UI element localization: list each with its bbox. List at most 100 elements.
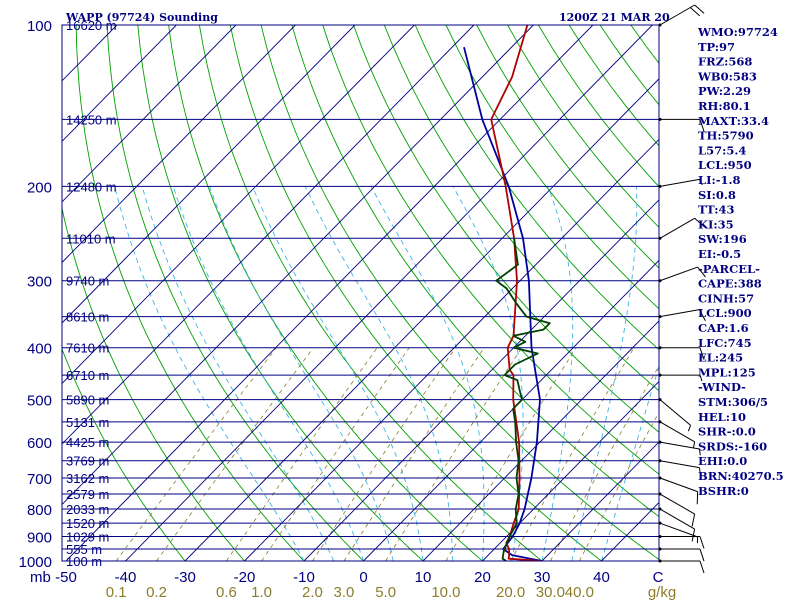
wind-barb-station [658,315,662,319]
temperature-tick-label: -10 [293,569,315,586]
index-item: MPL:125 [698,365,756,379]
index-item: EHI:0.0 [698,454,747,468]
wind-barb-station [658,420,662,424]
height-label: 100 m [66,554,102,569]
wind-barb [658,373,703,382]
wind-barb-station [658,184,662,188]
mixing-ratio-tick-label: 0.1 [106,584,127,600]
height-label: 8610 m [66,310,109,325]
adiabat-lines [62,25,659,561]
wind-barb-station [658,398,662,402]
isotherm-line [62,25,415,385]
mixing-ratio-tick-label: 0.2 [146,584,167,600]
wind-barb [658,346,705,360]
wind-barb-flag [689,7,701,17]
index-item: LCL:900 [698,306,752,320]
wind-barb-shaft [659,508,695,530]
isotherm-line [482,380,659,561]
wind-barb-half-flag [687,425,692,432]
dry-adiabat [168,25,484,561]
moist-adiabat [252,186,424,561]
temperature-tick-label: 30 [534,569,551,586]
wind-barb [658,117,705,132]
wind-barb-shaft [659,441,700,450]
moist-adiabat [172,186,364,561]
isotherm-line [184,78,659,561]
isotherm-line [62,25,475,445]
wind-barb-station [658,476,662,480]
height-label: 14250 m [66,112,117,127]
stability-indices: WMO:97724TP:97FRZ:568WB0:583PW:2.29RH:80… [697,25,784,498]
wind-barb-station [658,521,662,525]
wind-barb-shaft [659,421,695,443]
index-item: SHR-:0.0 [698,425,756,439]
wind-barb-half-flag [698,448,701,456]
wind-barb-flag [699,536,705,549]
temperature-tick-label: 20 [474,569,491,586]
isotherm-line [541,441,659,561]
sounding-traces [463,25,551,561]
wind-barb [658,398,692,432]
index-item: LCL:950 [698,158,752,172]
index-item: MAXT:33.4 [698,114,769,128]
wind-barb [658,459,701,474]
wind-barb-half-flag [699,374,703,382]
isotherm-line [62,25,296,264]
isotherm-line [303,199,659,561]
wind-barb [658,178,703,188]
dry-adiabat [137,25,424,561]
isotherm-line [62,25,237,203]
temperature-tick-label: -40 [115,569,137,586]
wind-barb [658,521,699,544]
index-item: EI:-0.5 [698,247,741,261]
index-item: L57:5.4 [698,143,746,157]
index-item: SRDS:-160 [698,439,767,453]
isotherm-line [62,25,534,506]
wind-barb-station [658,492,662,496]
pressure-tick-label: 800 [27,502,52,519]
index-item: FRZ:568 [698,55,752,69]
wind-barb [658,559,705,574]
wind-barb-shaft [659,309,700,318]
index-item: CAP:1.6 [698,321,749,335]
height-label: 6710 m [66,368,109,383]
dry-adiabat [414,25,659,351]
index-item: -WIND- [698,380,746,394]
index-item: KI:35 [698,217,734,231]
index-item: TT:43 [698,203,735,217]
index-item: HEL:10 [698,410,746,424]
wind-barb-station [658,547,662,551]
wind-barb-half-flag [698,179,703,186]
height-label: 11010 m [66,231,116,246]
dewpoint-trace [495,238,551,561]
index-item: TH:5790 [698,129,754,143]
index-item: CAPE:388 [698,277,762,291]
wind-barb-station [658,279,662,283]
dry-adiabat [538,25,659,188]
wind-barb-station [658,459,662,463]
index-item: BRN:40270.5 [698,469,784,483]
wind-barb-station [658,559,662,563]
isotherm-line [65,25,594,561]
wind-barb [658,492,696,527]
temperature-tick-label: -20 [234,569,256,586]
dry-adiabat [106,25,365,561]
wind-barb-flag [691,528,696,542]
wind-barb-shaft [659,460,700,469]
sounding-time: 1200Z 21 MAR 20 [559,11,670,24]
mixing-ratio-line [550,365,659,561]
wind-barb-flag [698,309,706,322]
station-title: WAPP (97724) Sounding [65,11,218,24]
mixing-ratio-lines [115,347,659,561]
wind-barb-flag [694,4,705,14]
height-label: 16620 m [66,18,117,33]
pressure-tick-label: 700 [27,471,52,488]
parcel-trace [463,46,543,561]
temperature-tick-label: C [653,569,664,586]
pressure-tick-label: 600 [27,435,52,452]
wind-barb-station [658,440,662,444]
wind-barb [658,266,706,283]
temperature-trace [490,25,543,561]
wind-barb-flag [691,513,696,527]
